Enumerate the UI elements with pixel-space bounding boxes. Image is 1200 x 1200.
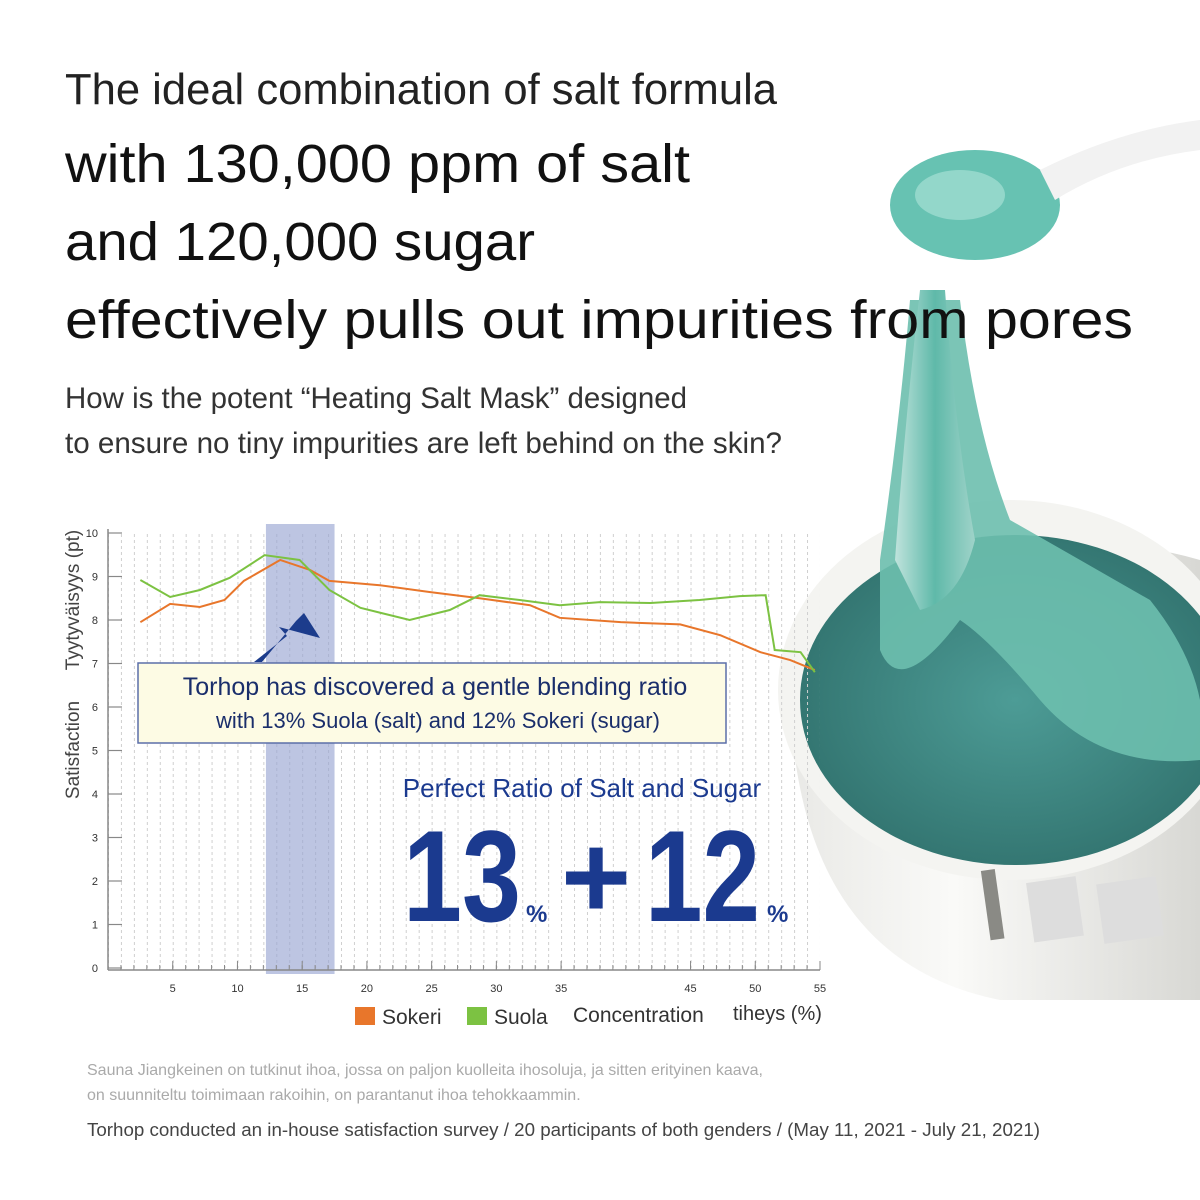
y-tick-label: 7 <box>92 659 98 671</box>
y-tick-label: 0 <box>92 963 98 975</box>
x-tick-label: 45 <box>684 983 696 995</box>
series-line <box>139 558 816 671</box>
y-tick-label: 5 <box>92 746 98 758</box>
y-tick-label: 3 <box>92 833 98 845</box>
y-tick-label: 6 <box>92 702 98 714</box>
footnote: on suunniteltu toimimaan rakoihin, on pa… <box>87 1087 581 1104</box>
arrow <box>254 613 320 662</box>
header-line: with 130,000 ppm of salt <box>64 134 690 194</box>
header-line: and 120,000 sugar <box>65 212 535 272</box>
header-line: effectively pulls out impurities from po… <box>65 290 1133 350</box>
legend-label: Suola <box>494 1006 548 1029</box>
ratio-title: Perfect Ratio of Salt and Sugar <box>403 773 762 803</box>
x-tick-label: 50 <box>749 983 761 995</box>
y-tick-label: 2 <box>92 876 98 888</box>
question-line: to ensure no tiny impurities are left be… <box>65 427 782 460</box>
y-tick-label: 4 <box>92 789 98 801</box>
x-axis-label: tiheys (%) <box>733 1003 822 1025</box>
legend-swatch <box>355 1007 375 1025</box>
series-line <box>139 554 816 673</box>
x-axis-label: Concentration <box>573 1004 704 1027</box>
callout-line: with 13% Suola (salt) and 12% Sokeri (su… <box>215 708 660 733</box>
y-axis-label: Tyytyväisyys (pt) <box>63 530 84 670</box>
highlight-band <box>265 524 335 974</box>
x-tick-label: 55 <box>814 983 826 995</box>
legend-swatch <box>467 1007 487 1025</box>
ratio-unit: % <box>526 901 547 928</box>
header-line: The ideal combination of salt formula <box>65 65 778 114</box>
ratio-number: 13 <box>403 803 521 949</box>
y-tick-label: 10 <box>86 528 98 540</box>
ratio-number: 12 <box>645 803 760 949</box>
x-tick-label: 30 <box>490 983 502 995</box>
y-axis-label: Satisfaction <box>63 701 84 799</box>
x-tick-label: 25 <box>426 983 438 995</box>
x-tick-label: 10 <box>231 983 243 995</box>
x-tick-label: 15 <box>296 983 308 995</box>
ratio-plus: + <box>561 810 631 944</box>
y-tick-label: 8 <box>92 615 98 627</box>
x-tick-label: 5 <box>170 983 176 995</box>
question-line: How is the potent “Heating Salt Mask” de… <box>65 382 687 415</box>
x-tick-label: 20 <box>361 983 373 995</box>
footnote: Sauna Jiangkeinen on tutkinut ihoa, joss… <box>87 1062 763 1079</box>
footnote: Torhop conducted an in-house satisfactio… <box>87 1120 1040 1140</box>
y-tick-label: 1 <box>92 920 98 932</box>
product-image <box>778 120 1200 1000</box>
y-tick-label: 9 <box>92 572 98 584</box>
legend-label: Sokeri <box>382 1006 442 1029</box>
ratio-unit: % <box>767 901 788 928</box>
callout-line: Torhop has discovered a gentle blending … <box>183 673 688 701</box>
grid-pattern <box>108 533 820 968</box>
x-tick-label: 35 <box>555 983 567 995</box>
callout-box <box>137 662 727 744</box>
